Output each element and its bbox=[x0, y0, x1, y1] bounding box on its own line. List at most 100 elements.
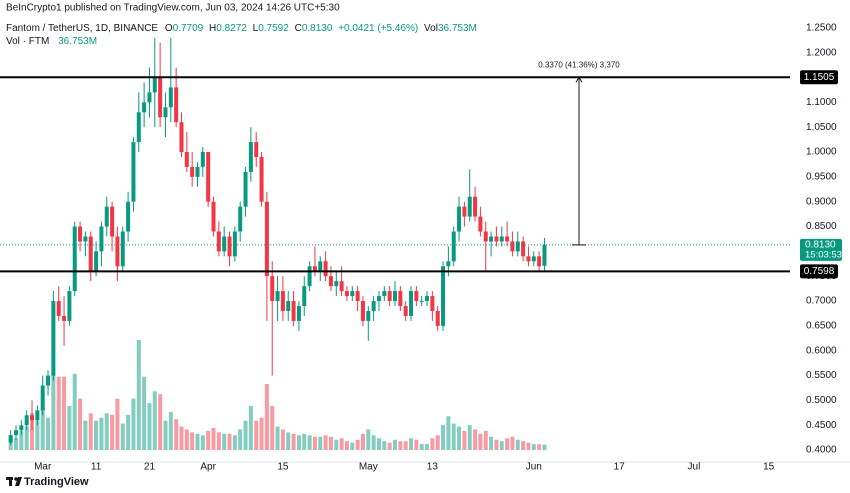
volume-bar bbox=[158, 394, 163, 450]
candle-body bbox=[344, 291, 349, 297]
volume-bar bbox=[515, 439, 520, 450]
volume-bar bbox=[254, 420, 259, 450]
candle-body bbox=[179, 122, 184, 153]
volume-bar bbox=[51, 373, 56, 450]
candle-body bbox=[489, 236, 494, 242]
volume-bar bbox=[334, 439, 339, 450]
candle-body bbox=[24, 415, 29, 426]
candle-body bbox=[505, 236, 510, 242]
vol-key: Vol bbox=[424, 23, 438, 34]
x-tick-label: Apr bbox=[200, 461, 216, 472]
candle-body bbox=[40, 385, 45, 411]
volume-bar bbox=[286, 432, 291, 450]
change: +0.0421 (+5.46%) bbox=[338, 23, 418, 34]
candle-body bbox=[131, 142, 136, 202]
volume-bar bbox=[270, 406, 275, 450]
candle-body bbox=[163, 107, 168, 118]
volume-bar bbox=[238, 429, 243, 450]
y-tick-label: 0.9000 bbox=[806, 196, 837, 207]
ohlc-value: 0.8272 bbox=[216, 23, 247, 34]
volume-bar bbox=[467, 425, 472, 450]
ohlc-value: 0.7709 bbox=[173, 23, 204, 34]
candle-body bbox=[355, 291, 360, 302]
candle-body bbox=[446, 261, 451, 267]
candle-body bbox=[307, 266, 312, 287]
volume-bar bbox=[526, 442, 531, 450]
volume-bar bbox=[307, 435, 312, 450]
symbol-legend: Fantom / TetherUS, 1D, BINANCE O0.7709 H… bbox=[6, 23, 477, 34]
volume-bar bbox=[505, 438, 510, 450]
volume-bar bbox=[425, 444, 430, 450]
volume-bar bbox=[248, 406, 253, 450]
candle-body bbox=[174, 87, 179, 123]
volume-bar bbox=[441, 425, 446, 450]
candle-body bbox=[494, 236, 499, 242]
candle-body bbox=[88, 236, 93, 272]
candle-body bbox=[120, 231, 125, 267]
candle-body bbox=[318, 261, 323, 272]
candle-body bbox=[414, 291, 419, 302]
candle-body bbox=[168, 87, 173, 108]
candle-body bbox=[328, 276, 333, 287]
plot-area bbox=[0, 37, 850, 463]
candle-body bbox=[104, 206, 109, 227]
volume-bar bbox=[40, 408, 45, 450]
volume-bar bbox=[409, 438, 414, 450]
y-tick-label: 1.2000 bbox=[806, 47, 837, 58]
candle-body bbox=[264, 201, 269, 277]
volume-bar bbox=[94, 420, 99, 450]
candle-body bbox=[35, 410, 40, 421]
measure-arrow bbox=[575, 76, 583, 83]
logo-part bbox=[15, 477, 22, 486]
candle-body bbox=[312, 266, 317, 272]
volume-bar bbox=[414, 439, 419, 450]
published-note: BeInCrypto1 published on TradingView.com… bbox=[6, 3, 340, 14]
volume-bar bbox=[451, 423, 456, 450]
candle-body bbox=[243, 171, 248, 207]
volume-bar bbox=[152, 391, 157, 450]
x-tick-label: Jul bbox=[688, 461, 701, 472]
candle-body bbox=[136, 112, 141, 143]
measure-label: 0.3370 (41.36%) 3,370 bbox=[538, 60, 620, 69]
candle-body bbox=[515, 241, 520, 252]
ohlc-key: C bbox=[295, 23, 302, 34]
candle-body bbox=[473, 196, 478, 217]
volume-bar bbox=[168, 411, 173, 450]
candle-body bbox=[227, 236, 232, 257]
candle-body bbox=[158, 77, 163, 118]
candle-body bbox=[382, 291, 387, 297]
y-tick-label: 1.1000 bbox=[806, 97, 837, 108]
ohlc-value: 0.8130 bbox=[302, 23, 333, 34]
volume-bar bbox=[323, 435, 328, 450]
candle-body bbox=[248, 142, 253, 172]
volume-bar bbox=[521, 441, 526, 450]
x-tick-label: 11 bbox=[91, 461, 102, 472]
symbol: Fantom / TetherUS, 1D, BINANCE bbox=[6, 23, 158, 34]
volume-bar bbox=[537, 444, 542, 450]
volume-bar bbox=[531, 444, 536, 450]
volume-bar bbox=[179, 426, 184, 450]
candle-body bbox=[275, 291, 280, 302]
candle-body bbox=[46, 375, 51, 386]
candle-body bbox=[190, 166, 195, 177]
volume-bar bbox=[120, 423, 125, 450]
candle-body bbox=[286, 301, 291, 311]
price-label: 0.8130 bbox=[805, 240, 836, 251]
volume-bar bbox=[222, 433, 227, 450]
candle-body bbox=[126, 201, 131, 232]
volume-bar bbox=[510, 436, 515, 450]
volume-bar bbox=[200, 435, 205, 450]
candle-body bbox=[435, 310, 440, 326]
candle-body bbox=[147, 92, 152, 103]
candle-body bbox=[200, 152, 205, 167]
candle-body bbox=[409, 291, 414, 316]
volume-bar bbox=[195, 433, 200, 450]
volume-bar bbox=[35, 420, 40, 450]
volume-bar bbox=[99, 417, 104, 450]
volume-bar bbox=[328, 436, 333, 450]
candle-body bbox=[531, 256, 536, 262]
volume-bar bbox=[355, 439, 360, 450]
candle-body bbox=[462, 206, 467, 217]
